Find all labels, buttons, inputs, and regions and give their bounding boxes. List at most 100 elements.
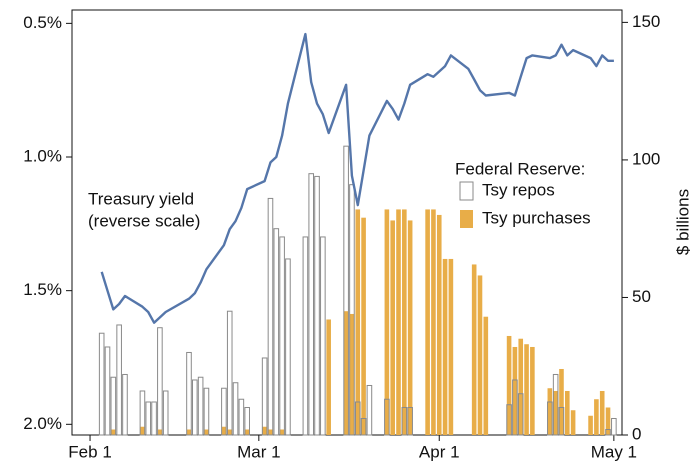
bar <box>139 390 146 436</box>
bar <box>506 335 512 435</box>
bar <box>530 346 535 435</box>
bar <box>267 197 274 436</box>
bar <box>605 428 611 436</box>
bar <box>552 373 559 436</box>
bar <box>343 311 349 435</box>
bar <box>547 388 553 435</box>
bar <box>262 426 267 435</box>
yield-line <box>100 32 614 324</box>
bar <box>402 209 407 435</box>
x-tick-label: May 1 <box>591 442 637 461</box>
bar <box>320 236 326 436</box>
bar <box>203 387 210 436</box>
bar <box>104 346 111 436</box>
bar <box>599 390 605 435</box>
bar <box>268 429 273 435</box>
bar <box>157 327 163 436</box>
bar <box>279 236 285 436</box>
annotation: (reverse scale) <box>88 211 200 230</box>
bar <box>471 264 477 435</box>
bar <box>111 429 116 435</box>
bar <box>407 406 413 436</box>
bar <box>407 220 413 435</box>
bar <box>547 401 553 436</box>
bar <box>238 398 245 436</box>
bar <box>116 324 122 436</box>
bar <box>355 209 361 435</box>
bar <box>349 184 355 436</box>
legend-swatch <box>460 210 473 228</box>
x-tick-label: Feb 1 <box>68 442 111 461</box>
bar <box>588 415 593 435</box>
bar <box>343 145 349 436</box>
bar <box>448 258 454 435</box>
y2-tick-label: 0 <box>632 424 641 443</box>
bar <box>221 426 227 435</box>
bar <box>204 429 209 435</box>
bar <box>157 429 163 435</box>
bar <box>197 376 204 436</box>
bar <box>162 390 169 436</box>
bar <box>308 173 315 436</box>
bar <box>564 390 570 435</box>
bar <box>483 316 489 435</box>
bar <box>401 406 408 436</box>
bar <box>605 407 611 435</box>
bar <box>594 399 599 435</box>
legend-title: Federal Reserve: <box>455 159 585 178</box>
bar <box>244 406 250 436</box>
bar <box>360 417 367 436</box>
annotation: Treasury yield <box>88 189 194 208</box>
bar <box>558 406 565 436</box>
bar <box>314 175 320 436</box>
bar <box>512 379 518 436</box>
bar <box>524 344 529 435</box>
bar <box>366 384 373 436</box>
y2-tick-label: 50 <box>632 287 651 306</box>
bar <box>98 332 105 436</box>
bar <box>425 209 430 435</box>
y2-axis-label: $ billions <box>673 189 692 255</box>
bar <box>227 429 233 435</box>
bar <box>384 398 390 436</box>
y2-tick-label: 100 <box>632 149 660 168</box>
x-tick-label: Mar 1 <box>237 442 280 461</box>
bar <box>244 429 250 435</box>
bar <box>512 346 518 435</box>
bar <box>553 390 558 435</box>
bar <box>186 351 192 436</box>
bar <box>279 429 285 435</box>
legend-swatch <box>459 181 474 201</box>
y-tick-label: 1.5% <box>23 280 62 299</box>
y-tick-label: 2.0% <box>23 414 62 433</box>
bar <box>611 417 617 436</box>
bar <box>506 404 512 436</box>
bar <box>151 401 157 436</box>
legend-label: Tsy repos <box>482 180 555 199</box>
bar <box>221 387 227 436</box>
x-tick-label: Apr 1 <box>419 442 460 461</box>
bar <box>122 373 128 436</box>
bar <box>261 357 268 436</box>
bar <box>273 228 280 436</box>
bar <box>361 217 366 435</box>
bar <box>477 275 483 435</box>
bar <box>354 401 361 436</box>
y2-tick-label: 150 <box>632 12 660 31</box>
bar <box>326 319 331 435</box>
legend-label: Tsy purchases <box>482 208 591 227</box>
bar <box>431 209 436 435</box>
bar <box>110 376 117 436</box>
bar <box>192 379 198 436</box>
bar <box>285 258 291 436</box>
bar <box>570 410 576 435</box>
bar <box>145 401 152 436</box>
y-tick-label: 0.5% <box>23 13 62 32</box>
bar <box>232 382 239 436</box>
bar <box>518 338 524 435</box>
bar <box>517 393 524 436</box>
bar <box>396 209 401 435</box>
bar <box>442 258 448 435</box>
y-tick-label: 1.0% <box>23 146 62 165</box>
